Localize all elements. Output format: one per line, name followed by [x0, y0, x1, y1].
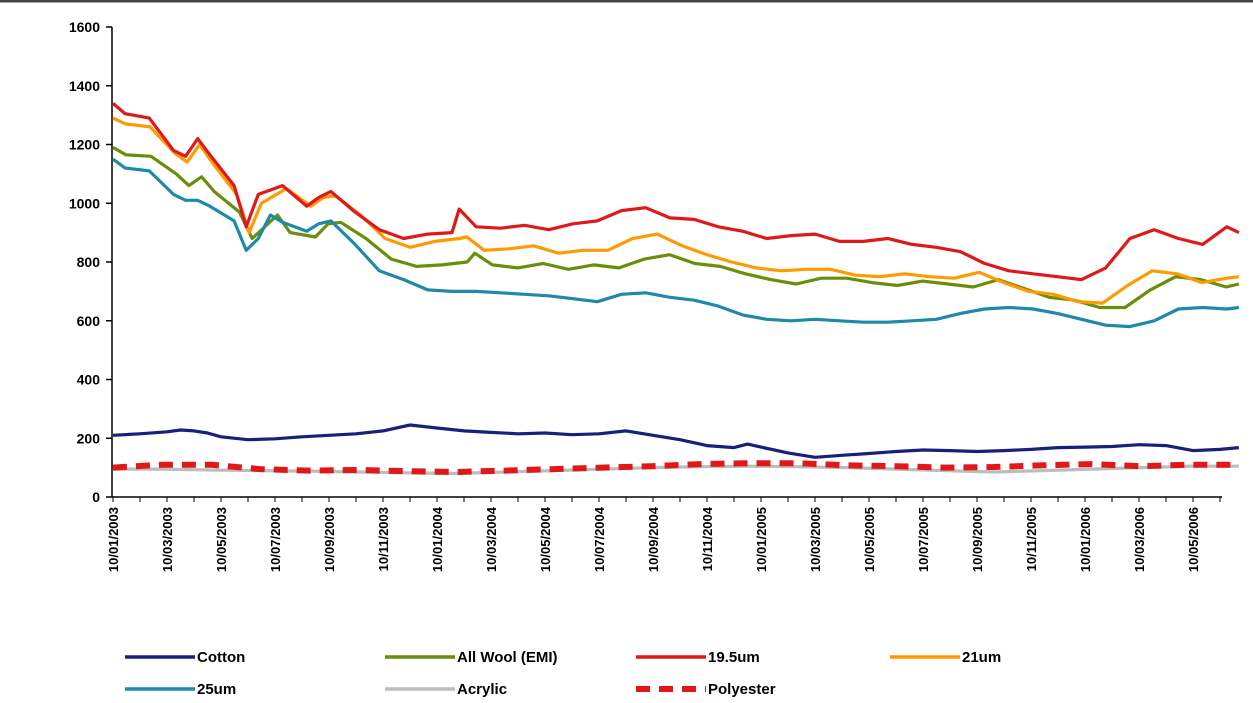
x-tick-label: 10/11/2003: [376, 507, 391, 571]
series-line-all-wool-emi: [112, 146, 1240, 310]
legend-label: Cotton: [197, 649, 245, 666]
x-tick-label: 10/11/2004: [700, 506, 715, 571]
x-tick-label: 10/05/2006: [1186, 507, 1201, 572]
legend-label: 25um: [197, 681, 236, 698]
legend-label: Acrylic: [457, 681, 507, 698]
series-line-19-5um: [111, 102, 1240, 282]
series-line-cotton: [112, 423, 1240, 459]
legend-label: Polyester: [708, 681, 776, 698]
series-line-25um: [112, 157, 1240, 329]
x-tick-label: 10/07/2004: [592, 506, 607, 572]
y-tick-label: 600: [77, 313, 101, 329]
y-tick-label: 1600: [69, 19, 100, 35]
y-tick-label: 400: [77, 372, 101, 388]
x-tick-label: 10/09/2005: [970, 507, 985, 572]
x-tick-label: 10/01/2004: [430, 506, 445, 572]
y-tick-label: 800: [77, 254, 101, 270]
x-tick-label: 10/05/2004: [538, 506, 553, 572]
legend-label: All Wool (EMI): [457, 649, 558, 666]
x-tick-label: 10/01/2005: [754, 507, 769, 572]
x-tick-label: 10/03/2004: [484, 506, 499, 572]
legend-label: 21um: [962, 649, 1001, 666]
series-line-polyester: [112, 460, 1239, 475]
x-tick-label: 10/03/2005: [808, 507, 823, 572]
y-tick-label: 1200: [69, 137, 100, 153]
y-tick-label: 1400: [69, 78, 100, 94]
plot-area: [111, 102, 1240, 476]
x-tick-label: 10/07/2003: [268, 507, 283, 572]
x-tick-label: 10/09/2003: [322, 507, 337, 572]
legend-label: 19.5um: [708, 649, 760, 666]
y-tick-label: 200: [77, 430, 101, 446]
x-axis: 10/01/2003 10/03/2003 10/05/2003 10/07/2003…: [106, 496, 1222, 572]
y-tick-label: 1000: [69, 195, 100, 211]
x-tick-label: 10/01/2006: [1078, 507, 1093, 572]
x-tick-label: 10/11/2005: [1024, 507, 1039, 571]
y-axis: 0 200 400 600 800 1000 1200 1400 1600: [69, 19, 113, 505]
x-tick-label: 10/03/2003: [160, 507, 175, 572]
x-tick-label: 10/01/2003: [106, 507, 121, 572]
x-tick-label: 10/03/2006: [1132, 507, 1147, 572]
legend: Cotton All Wool (EMI) 19.5um 21um 25um Acryli…: [125, 649, 1001, 698]
x-tick-label: 10/05/2003: [214, 507, 229, 572]
y-tick-label: 0: [92, 489, 100, 505]
series-line-21um: [112, 116, 1240, 305]
x-tick-label: 10/05/2005: [862, 507, 877, 572]
x-tick-label: 10/09/2004: [646, 506, 661, 572]
x-tick-label: 10/07/2005: [916, 507, 931, 572]
